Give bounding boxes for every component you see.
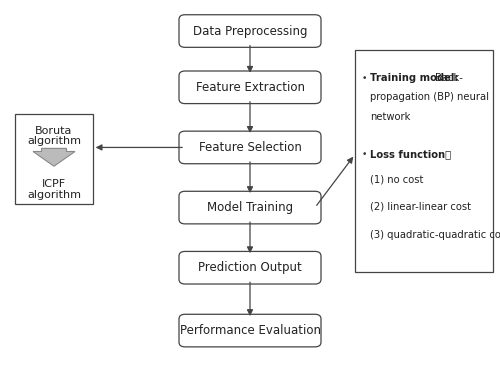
Text: ICPF: ICPF bbox=[42, 179, 66, 189]
Text: algorithm: algorithm bbox=[27, 190, 81, 200]
Text: Data Preprocessing: Data Preprocessing bbox=[193, 24, 307, 38]
Text: Loss function：: Loss function： bbox=[370, 149, 451, 159]
FancyBboxPatch shape bbox=[179, 15, 321, 47]
FancyBboxPatch shape bbox=[179, 314, 321, 347]
FancyBboxPatch shape bbox=[15, 114, 93, 204]
Text: Back-: Back- bbox=[435, 73, 463, 83]
Text: •: • bbox=[362, 150, 367, 159]
Text: Feature Extraction: Feature Extraction bbox=[196, 81, 304, 94]
Text: Training model:: Training model: bbox=[370, 73, 458, 83]
Text: algorithm: algorithm bbox=[27, 136, 81, 146]
Text: (2) linear-linear cost: (2) linear-linear cost bbox=[370, 201, 471, 211]
Text: (3) quadratic-quadratic cost: (3) quadratic-quadratic cost bbox=[370, 230, 500, 240]
Text: network: network bbox=[370, 112, 410, 122]
Polygon shape bbox=[33, 148, 75, 166]
Text: Performance Evaluation: Performance Evaluation bbox=[180, 324, 320, 337]
Text: propagation (BP) neural: propagation (BP) neural bbox=[370, 92, 489, 102]
FancyBboxPatch shape bbox=[179, 71, 321, 104]
FancyBboxPatch shape bbox=[355, 50, 492, 272]
Text: •: • bbox=[362, 74, 367, 83]
Text: Model Training: Model Training bbox=[207, 201, 293, 214]
Text: Prediction Output: Prediction Output bbox=[198, 261, 302, 274]
FancyBboxPatch shape bbox=[179, 131, 321, 164]
FancyBboxPatch shape bbox=[179, 191, 321, 224]
FancyBboxPatch shape bbox=[179, 251, 321, 284]
Text: Feature Selection: Feature Selection bbox=[198, 141, 302, 154]
Text: (1) no cost: (1) no cost bbox=[370, 175, 424, 185]
Text: Boruta: Boruta bbox=[36, 126, 72, 135]
